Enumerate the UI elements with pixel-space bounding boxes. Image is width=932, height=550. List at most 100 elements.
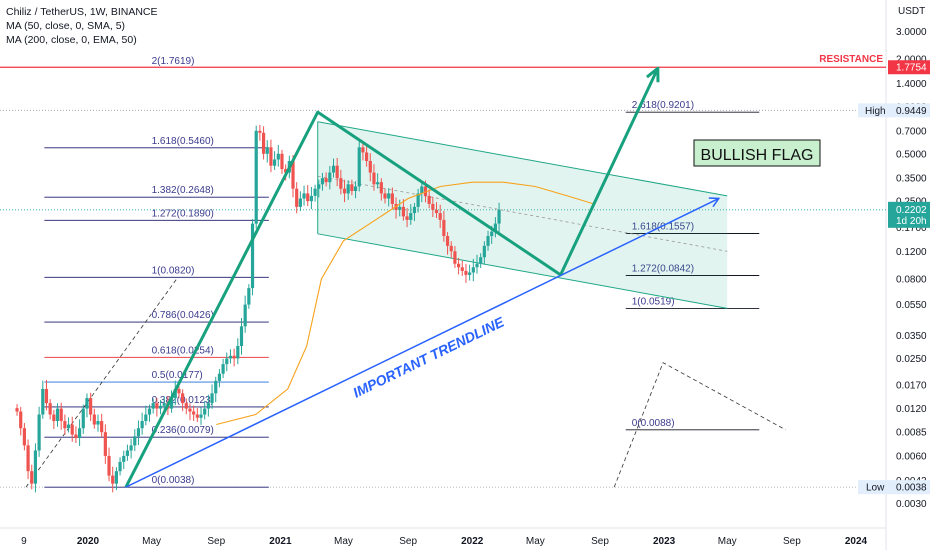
candle-body[interactable] — [181, 393, 185, 404]
candle-body[interactable] — [243, 304, 247, 327]
candle-body[interactable] — [85, 398, 89, 409]
candle-body[interactable] — [214, 380, 218, 394]
candle-body[interactable] — [295, 188, 299, 207]
candle-body[interactable] — [357, 147, 361, 187]
candle-body[interactable] — [265, 147, 269, 154]
candle-body[interactable] — [479, 257, 483, 264]
candle-body[interactable] — [100, 421, 104, 433]
candle-body[interactable] — [188, 408, 192, 412]
candle-body[interactable] — [151, 403, 155, 409]
ma200-legend[interactable]: MA (200, close, 0, EMA, 50) — [6, 34, 137, 46]
candle-body[interactable] — [383, 193, 387, 199]
candle-body[interactable] — [221, 364, 225, 374]
candle-body[interactable] — [464, 270, 468, 275]
candle-body[interactable] — [427, 195, 431, 204]
candle-body[interactable] — [144, 414, 148, 422]
candle-body[interactable] — [449, 245, 453, 252]
candle-body[interactable] — [89, 398, 93, 415]
impulse-wave-line[interactable] — [124, 67, 660, 488]
candle-body[interactable] — [280, 153, 284, 170]
candle-body[interactable] — [412, 206, 417, 214]
candle-body[interactable] — [398, 206, 402, 210]
candle-body[interactable] — [258, 130, 262, 133]
candle-body[interactable] — [493, 223, 497, 232]
channel-upper-line[interactable] — [317, 121, 728, 197]
candle-body[interactable] — [361, 147, 365, 153]
candle-body[interactable] — [445, 236, 450, 246]
candle-body[interactable] — [434, 209, 439, 214]
candle-body[interactable] — [184, 403, 188, 409]
candle-body[interactable] — [48, 403, 52, 415]
candle-body[interactable] — [210, 393, 214, 404]
candle-body[interactable] — [140, 421, 144, 429]
candle-body[interactable] — [92, 414, 96, 425]
candle-body[interactable] — [239, 326, 244, 346]
candle-body[interactable] — [217, 373, 222, 381]
candle-body[interactable] — [401, 206, 406, 217]
candle-body[interactable] — [37, 414, 41, 451]
candle-body[interactable] — [416, 193, 420, 207]
candle-body[interactable] — [107, 455, 111, 476]
candle-body[interactable] — [346, 184, 350, 194]
candle-body[interactable] — [203, 408, 207, 415]
candle-body[interactable] — [276, 153, 280, 160]
candle-body[interactable] — [52, 414, 56, 422]
candle-body[interactable] — [114, 471, 118, 484]
channel-lower-line[interactable] — [317, 233, 728, 309]
candle-body[interactable] — [250, 223, 255, 289]
candle-body[interactable] — [324, 178, 328, 183]
candle-body[interactable] — [26, 445, 30, 472]
candle-body[interactable] — [63, 421, 67, 429]
candle-body[interactable] — [162, 403, 166, 406]
bullish-flag-channel[interactable] — [317, 121, 728, 309]
candle-body[interactable] — [155, 403, 159, 409]
candle-body[interactable] — [81, 408, 85, 429]
candle-body[interactable] — [33, 450, 38, 484]
candle-body[interactable] — [273, 159, 277, 166]
candle-body[interactable] — [475, 263, 479, 268]
candle-body[interactable] — [368, 161, 372, 173]
candle-body[interactable] — [339, 178, 343, 189]
candle-body[interactable] — [228, 355, 233, 359]
candle-body[interactable] — [456, 263, 461, 268]
candle-body[interactable] — [482, 245, 486, 258]
candle-body[interactable] — [405, 216, 409, 220]
candle-body[interactable] — [468, 272, 472, 275]
candle-body[interactable] — [353, 186, 358, 192]
candle-body[interactable] — [192, 411, 196, 415]
candle-body[interactable] — [158, 405, 163, 409]
candle-body[interactable] — [236, 345, 240, 359]
candle-body[interactable] — [15, 408, 19, 412]
candle-body[interactable] — [431, 203, 435, 210]
candle-body[interactable] — [365, 152, 369, 162]
candle-body[interactable] — [55, 408, 60, 422]
candle-body[interactable] — [122, 455, 126, 462]
candle-body[interactable] — [291, 161, 295, 189]
candle-body[interactable] — [442, 219, 446, 237]
candle-body[interactable] — [320, 178, 325, 185]
candle-body[interactable] — [298, 198, 302, 207]
candle-body[interactable] — [284, 169, 288, 173]
candle-body[interactable] — [254, 130, 258, 224]
candle-body[interactable] — [317, 184, 321, 189]
candle-body[interactable] — [66, 424, 71, 429]
candle-body[interactable] — [309, 195, 314, 202]
candle-body[interactable] — [342, 188, 347, 194]
candle-body[interactable] — [59, 408, 63, 422]
candle-body[interactable] — [438, 213, 442, 220]
candle-body[interactable] — [486, 236, 490, 246]
candle-body[interactable] — [335, 165, 339, 179]
important-trendline[interactable] — [125, 197, 720, 488]
candle-body[interactable] — [372, 172, 376, 185]
candle-body[interactable] — [177, 388, 181, 394]
candle-body[interactable] — [77, 428, 82, 439]
candle-body[interactable] — [379, 182, 383, 194]
candle-body[interactable] — [44, 388, 49, 404]
candle-body[interactable] — [199, 414, 203, 418]
candle-body[interactable] — [331, 165, 336, 173]
candle-body[interactable] — [376, 182, 380, 185]
candle-body[interactable] — [70, 424, 74, 435]
candle-body[interactable] — [247, 288, 251, 305]
bullish-flag-box[interactable] — [693, 139, 821, 167]
candle-body[interactable] — [490, 231, 494, 237]
